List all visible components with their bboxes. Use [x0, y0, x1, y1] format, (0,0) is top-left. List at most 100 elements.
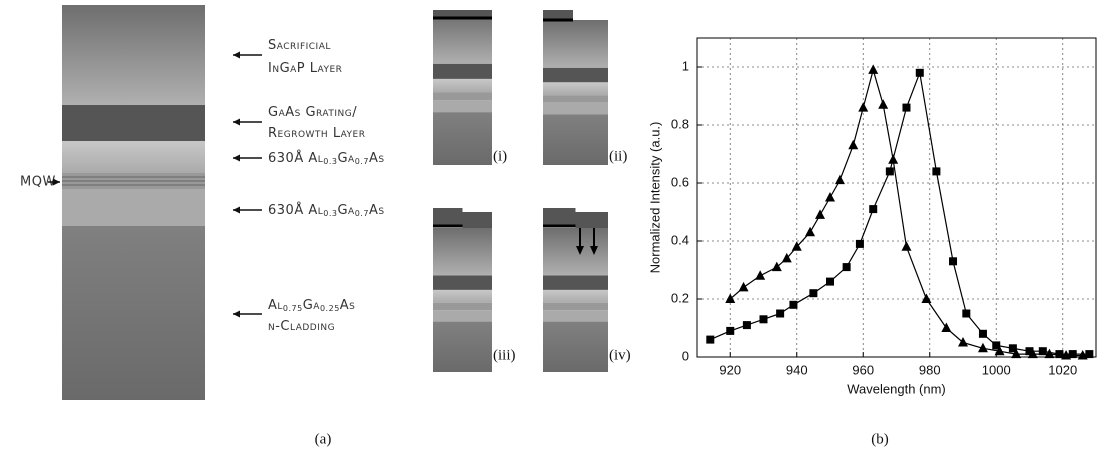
label-part: Regrowth Layer [268, 126, 365, 141]
marker [1011, 348, 1022, 359]
marker [789, 300, 798, 309]
y-tick-label: 0.2 [671, 290, 689, 305]
label-part: Ga [337, 203, 355, 218]
label-part: 0.7 [355, 157, 369, 166]
label-part: As [369, 151, 385, 166]
layer [543, 228, 608, 276]
arrow-head [233, 154, 240, 162]
label-part: 0.3 [323, 209, 337, 218]
marker [902, 103, 911, 112]
layer [433, 63, 492, 79]
label-part: As [340, 298, 356, 313]
layer [543, 102, 608, 115]
label-part: 0.3 [323, 157, 337, 166]
marker [962, 309, 971, 318]
marker [815, 209, 826, 219]
layer-label: Sacrificial [268, 38, 331, 53]
x-tick-label: 960 [852, 362, 874, 377]
etch-arrow-head [576, 246, 584, 255]
marker [1061, 350, 1072, 360]
layer-label: 630Å Al0.3Ga0.7As [268, 150, 385, 166]
layer [433, 78, 492, 93]
label-part: Ga [303, 298, 321, 313]
label-part: Ga [337, 151, 355, 166]
y-tick-label: 1 [682, 58, 689, 73]
marker [781, 252, 792, 263]
step-label: (ii) [609, 148, 627, 164]
marker [977, 342, 988, 353]
marker [725, 293, 736, 303]
label-part: As [369, 203, 385, 218]
caption: (a) [315, 431, 332, 447]
spectrum-plot: 920 940 960 980 1000 1020 0 0.2 0.4 0.6 0.8 1 Wavele… [647, 37, 1097, 396]
mask [543, 10, 573, 20]
label-part: GaAs Grating/ [268, 105, 357, 120]
regrowth [433, 208, 463, 226]
layer [433, 321, 492, 372]
mqw-label: MQW [20, 175, 56, 190]
marker [869, 205, 878, 214]
marker [921, 293, 932, 303]
marker [958, 337, 968, 347]
label-part: Al [268, 298, 283, 313]
marker [755, 270, 766, 280]
marker [791, 241, 802, 251]
marker [776, 309, 785, 318]
y-tick-label: 0 [682, 348, 689, 363]
label-part: 0.25 [320, 304, 340, 313]
arrow-head [233, 51, 240, 59]
x-axis-title: Wavelength (nm) [847, 381, 946, 396]
layer-label: n-Cladding [268, 319, 335, 334]
arrow-head [233, 206, 240, 214]
marker [978, 329, 987, 338]
marker [706, 335, 715, 344]
marker [848, 139, 859, 150]
layer-stack [62, 5, 205, 400]
x-tick-label: 1000 [982, 362, 1011, 377]
marker [1025, 347, 1034, 356]
layer [543, 95, 608, 103]
step-label: (iv) [609, 347, 631, 363]
marker [1038, 347, 1047, 356]
x-tick-label: 940 [786, 362, 808, 377]
layer [433, 112, 492, 165]
label-part: 0.75 [283, 304, 303, 313]
layer [543, 67, 608, 83]
marker [901, 241, 912, 251]
y-tick-label: 0.4 [671, 232, 689, 247]
regrowth [543, 208, 576, 226]
layer [543, 302, 608, 311]
marker [858, 102, 869, 112]
plot-frame [696, 37, 1097, 358]
arrow-head [233, 310, 240, 318]
layer [543, 275, 608, 290]
marker [809, 289, 818, 298]
layer [433, 228, 492, 276]
layer [433, 302, 492, 311]
marker [771, 261, 782, 272]
x-tick-label: 1020 [1048, 362, 1077, 377]
layer [543, 289, 608, 303]
label-part: Sacrificial [268, 38, 331, 53]
marker [878, 99, 889, 109]
marker [742, 321, 751, 330]
marker [1077, 350, 1088, 360]
y-axis-title: Normalized Intensity (a.u.) [647, 122, 662, 274]
marker [834, 174, 845, 185]
regrowth [575, 212, 608, 228]
label-part: 630Å Al [268, 150, 323, 166]
marker [994, 345, 1005, 356]
layer [543, 114, 608, 165]
layer-label: InGaP Layer [268, 61, 342, 76]
process-steps [433, 10, 608, 372]
marker [738, 281, 749, 292]
marker [941, 322, 952, 332]
marker [826, 277, 834, 286]
label-part: 630Å Al [268, 202, 323, 218]
layer [543, 321, 608, 372]
marker [1085, 350, 1094, 359]
marker [1008, 344, 1017, 353]
marker [1055, 350, 1064, 359]
layer-label: 630Å Al0.3Ga0.7As [268, 202, 385, 218]
